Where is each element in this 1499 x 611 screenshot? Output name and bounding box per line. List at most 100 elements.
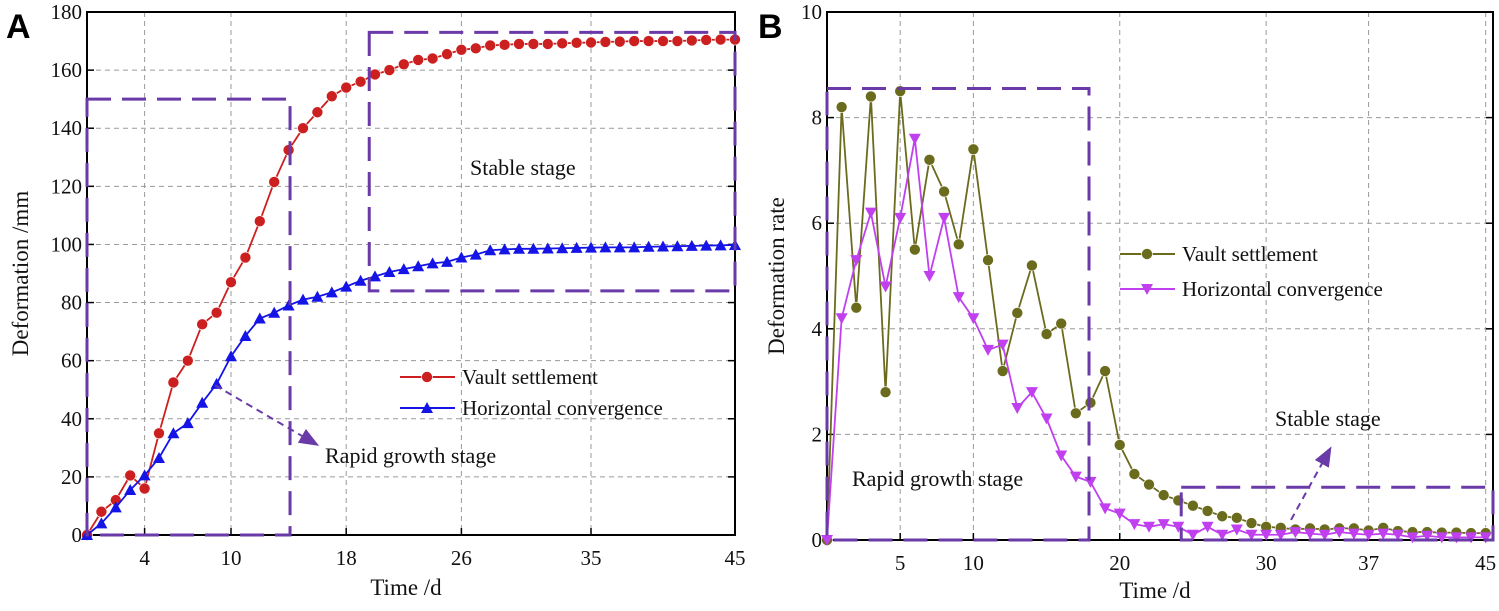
x-tick-label: 45	[725, 546, 746, 570]
x-tick-label: 5	[895, 551, 906, 575]
stage-box-stable	[367, 30, 737, 293]
data-point	[153, 427, 165, 440]
legend-marker	[421, 402, 433, 413]
data-point	[879, 281, 892, 293]
data-point	[196, 318, 208, 331]
data-point	[239, 251, 252, 264]
data-point	[923, 271, 936, 282]
y-tick-label: 0	[812, 528, 823, 552]
legend-label: Vault settlement	[462, 365, 598, 389]
data-point	[982, 254, 994, 266]
data-point	[1113, 439, 1126, 451]
stage-box-rapid	[85, 97, 292, 537]
data-point	[95, 505, 108, 518]
data-point	[354, 75, 367, 88]
data-point	[570, 36, 583, 49]
data-point	[700, 34, 713, 46]
data-point	[1245, 517, 1258, 529]
data-point	[253, 312, 266, 324]
data-point	[835, 313, 848, 325]
data-point	[1084, 476, 1097, 488]
data-point	[1040, 413, 1053, 425]
data-point	[455, 43, 468, 56]
data-point	[1157, 519, 1170, 531]
data-point	[1230, 524, 1243, 536]
data-point	[1406, 532, 1419, 544]
data-point	[1333, 527, 1346, 539]
series-line	[86, 244, 736, 536]
data-point	[657, 35, 669, 47]
y-tick-label: 140	[51, 116, 83, 140]
data-point	[700, 239, 713, 251]
data-point	[167, 427, 180, 439]
data-point	[498, 39, 511, 51]
data-point	[1318, 529, 1331, 541]
data-point	[996, 365, 1009, 377]
data-point	[938, 212, 951, 224]
data-point	[239, 329, 252, 341]
data-point	[181, 417, 194, 429]
data-point	[585, 241, 597, 253]
y-tick-label: 2	[812, 422, 823, 446]
data-point	[340, 280, 353, 292]
data-point	[1187, 499, 1199, 512]
chart-b-deformation-rate: 0 2 4 6 8 10 5 10 20 30 37 45 Time /d Deformation rat…	[758, 0, 1496, 603]
data-point	[923, 154, 936, 166]
x-tick-label: 18	[336, 546, 357, 570]
data-point	[714, 239, 727, 251]
data-point	[585, 36, 597, 49]
data-point	[196, 396, 209, 408]
data-point	[894, 212, 907, 224]
data-point	[599, 241, 612, 253]
data-point	[297, 293, 309, 305]
data-point	[1157, 489, 1170, 501]
data-point	[167, 376, 180, 389]
data-point	[412, 54, 425, 66]
data-point	[1201, 505, 1214, 517]
x-axis-title: Time /d	[370, 575, 442, 600]
data-point	[412, 260, 425, 272]
data-point	[484, 244, 497, 256]
data-point	[1465, 532, 1478, 544]
data-point	[628, 241, 641, 253]
x-tick-label: 10	[963, 551, 984, 575]
data-point	[864, 207, 877, 219]
data-point	[311, 106, 324, 119]
data-point	[599, 36, 612, 48]
data-point	[1040, 328, 1053, 340]
data-point	[268, 176, 281, 188]
data-point	[484, 39, 497, 52]
x-tick-label: 4	[139, 546, 150, 570]
panel-label: A	[6, 8, 31, 46]
data-point	[397, 263, 410, 275]
data-point	[225, 276, 237, 289]
y-tick-label: 4	[812, 317, 823, 341]
data-point	[354, 274, 367, 286]
series-line	[826, 91, 1486, 541]
legend-label: Horizontal convergence	[462, 396, 663, 420]
legend-label: Vault settlement	[1182, 242, 1318, 266]
series-line	[826, 138, 1486, 541]
data-point	[642, 240, 655, 252]
y-tick-label: 120	[51, 174, 83, 198]
data-point	[1245, 529, 1258, 541]
x-tick-label: 20	[1109, 551, 1130, 575]
data-point	[714, 33, 727, 46]
data-point	[1070, 407, 1082, 420]
y-tick-label: 10	[801, 0, 822, 24]
data-point	[124, 483, 137, 495]
data-point	[556, 37, 569, 50]
data-point	[1143, 521, 1156, 533]
data-point	[95, 517, 108, 529]
data-point	[1260, 529, 1273, 541]
data-point	[527, 38, 540, 50]
data-point	[369, 68, 381, 81]
data-point	[124, 469, 136, 482]
y-tick-label: 6	[812, 211, 823, 235]
data-point	[383, 64, 396, 76]
data-point	[952, 292, 965, 304]
data-point	[1201, 521, 1214, 533]
data-point	[210, 377, 223, 389]
series-vault-settlement	[81, 33, 741, 541]
data-point	[138, 469, 151, 481]
